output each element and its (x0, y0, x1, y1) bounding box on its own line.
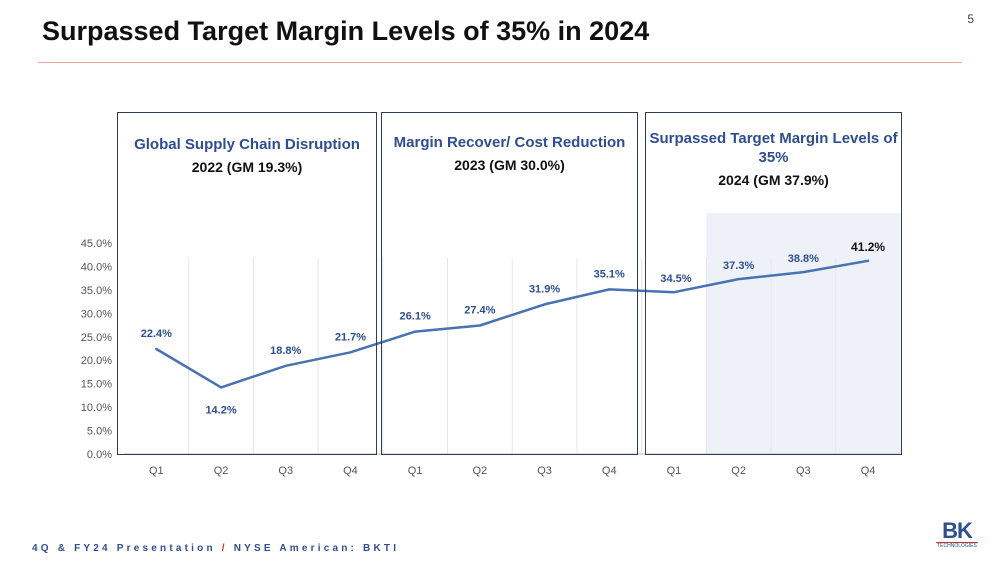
y-tick-label: 15.0% (81, 379, 112, 391)
x-tick-label: Q1 (149, 465, 164, 477)
panel-2024: Surpassed Target Margin Levels of 35% 20… (645, 112, 902, 455)
data-label: 14.2% (205, 404, 236, 416)
panel-2022-subtitle: 2022 (GM 19.3%) (191, 159, 303, 175)
data-label: 22.4% (141, 328, 172, 340)
data-label: 37.3% (723, 260, 754, 272)
data-label: 18.8% (270, 345, 301, 357)
y-tick-label: 20.0% (81, 355, 112, 367)
y-tick-label: 30.0% (81, 308, 112, 320)
x-tick-label: Q1 (408, 465, 423, 477)
x-tick-label: Q4 (861, 465, 876, 477)
y-tick-label: 45.0% (81, 238, 112, 250)
footer-presentation: 4Q & FY24 Presentation (32, 543, 216, 554)
logo-mark: BK (942, 518, 973, 543)
title-divider (38, 62, 962, 63)
x-tick-label: Q3 (278, 465, 293, 477)
data-label: 38.8% (788, 253, 819, 265)
x-tick-label: Q2 (731, 465, 746, 477)
page-title: Surpassed Target Margin Levels of 35% in… (42, 16, 650, 46)
data-label: 31.9% (529, 283, 560, 295)
logo-tagline: TECHNOLOGIES (936, 542, 978, 549)
x-tick-label: Q3 (537, 465, 552, 477)
data-label: 34.5% (660, 273, 691, 285)
y-tick-label: 25.0% (81, 332, 112, 344)
panel-2023: Margin Recover/ Cost Reduction 2023 (GM … (381, 112, 638, 455)
y-tick-label: 10.0% (81, 402, 112, 414)
x-tick-label: Q4 (602, 465, 617, 477)
footer-slash: / (221, 543, 228, 554)
footer: 4Q & FY24 Presentation / NYSE American: … (32, 543, 399, 554)
panel-2023-title: Margin Recover/ Cost Reduction (393, 134, 626, 151)
highlight-region (706, 213, 901, 454)
panel-2024-subtitle: 2024 (GM 37.9%) (718, 172, 829, 188)
y-tick-label: 40.0% (81, 261, 112, 273)
data-label: 27.4% (464, 305, 495, 317)
y-tick-label: 5.0% (87, 426, 112, 438)
data-label: 41.2% (851, 240, 885, 254)
data-label: 21.7% (335, 331, 366, 343)
footer-ticker: NYSE American: BKTI (233, 543, 400, 554)
data-label: 35.1% (594, 268, 625, 280)
x-tick-label: Q2 (214, 465, 229, 477)
series-line (155, 259, 870, 389)
y-tick-label: 0.0% (87, 449, 112, 461)
page-number: 5 (967, 12, 974, 26)
panel-2023-subtitle: 2023 (GM 30.0%) (454, 157, 565, 173)
bk-logo: BK TECHNOLOGIES (936, 520, 978, 550)
y-tick-label: 35.0% (81, 285, 112, 297)
panel-2022: Global Supply Chain Disruption 2022 (GM … (117, 112, 377, 455)
x-tick-label: Q1 (667, 465, 682, 477)
x-tick-label: Q3 (796, 465, 811, 477)
x-tick-label: Q2 (473, 465, 488, 477)
data-label: 26.1% (400, 311, 431, 323)
x-tick-label: Q4 (343, 465, 358, 477)
panel-2024-title: Surpassed Target Margin Levels of 35% (649, 130, 898, 166)
panel-2022-title: Global Supply Chain Disruption (134, 136, 360, 153)
